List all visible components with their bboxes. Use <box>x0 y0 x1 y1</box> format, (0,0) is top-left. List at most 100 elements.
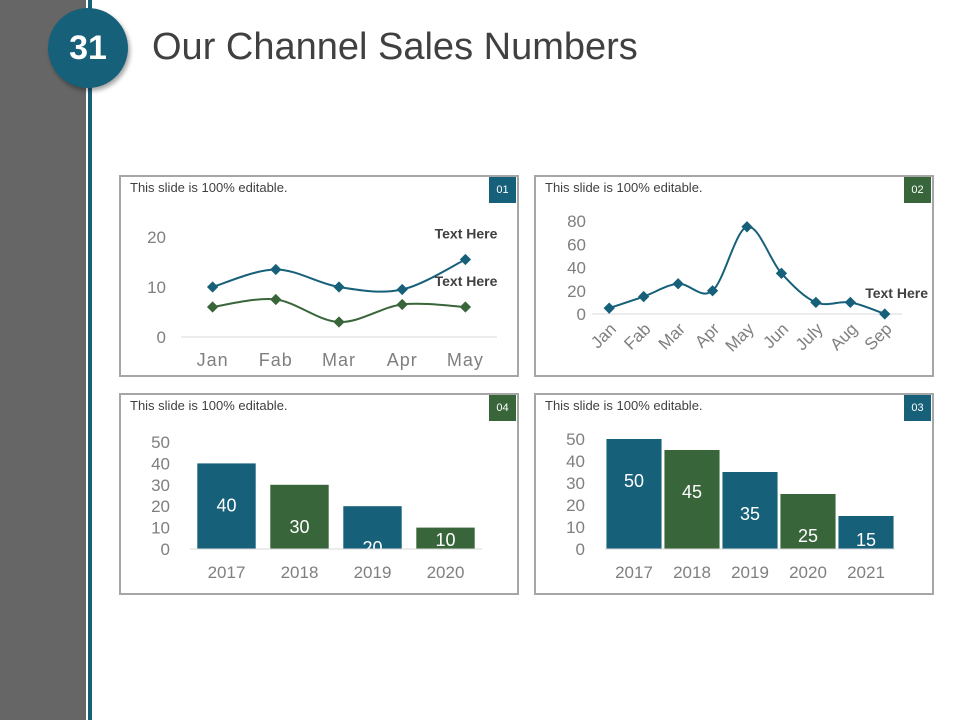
data-point <box>810 296 822 309</box>
bar-value-label: 40 <box>216 495 236 515</box>
panel-tag: 03 <box>904 395 931 421</box>
bar-value-label: 25 <box>798 526 818 546</box>
chart-panel-02: This slide is 100% editable. 02 0 20 40 60 8… <box>534 175 934 377</box>
panel-tag: 02 <box>904 177 931 203</box>
y-tick-label: 0 <box>577 305 586 324</box>
data-point <box>672 278 684 290</box>
bar <box>270 484 329 549</box>
panel-tag: 01 <box>489 177 516 203</box>
y-tick-label: 10 <box>566 518 585 537</box>
x-tick-label: 2020 <box>789 563 827 582</box>
y-tick-label: 40 <box>567 259 586 278</box>
y-tick-label: 0 <box>576 540 585 559</box>
y-tick-label: 20 <box>151 497 170 516</box>
x-tick-label: Jun <box>759 319 792 352</box>
y-tick-label: 80 <box>567 212 586 231</box>
bar <box>606 439 662 549</box>
y-tick-label: 20 <box>566 496 585 515</box>
slide-number-badge: 31 <box>48 8 128 88</box>
x-tick-label: 2019 <box>731 563 769 582</box>
y-tick-label: 40 <box>566 452 585 471</box>
y-tick-label: 50 <box>566 430 585 449</box>
data-point <box>879 308 891 320</box>
x-tick-label: Sep <box>861 319 896 354</box>
data-point <box>844 296 856 309</box>
bar-value-label: 30 <box>289 517 309 537</box>
bar-value-label: 10 <box>435 530 455 550</box>
chart-panel-03: This slide is 100% editable. 03 0 10 20 30 4… <box>534 393 934 595</box>
series-label: Text Here <box>865 285 928 301</box>
x-tick-label: July <box>792 319 827 354</box>
sidebar-accent-line <box>88 0 92 720</box>
x-tick-label: Apr <box>691 319 723 351</box>
y-tick-label: 30 <box>566 474 585 493</box>
data-point <box>396 283 408 296</box>
data-point <box>333 281 345 293</box>
series-label: Text Here <box>435 273 498 289</box>
chart-panel-04: This slide is 100% editable. 04 0 10 20 30 4… <box>119 393 519 595</box>
bar-value-label: 20 <box>362 538 382 558</box>
y-tick-label: 30 <box>151 476 170 495</box>
y-tick-label: 40 <box>151 454 170 473</box>
bar <box>838 516 894 549</box>
y-tick-label: 10 <box>147 278 166 297</box>
bar-chart-04: 0 10 20 30 40 50 40 2017 30 2018 20 2019 10 2020 <box>151 433 482 582</box>
x-tick-label: 2020 <box>427 563 465 582</box>
x-tick-label: Aug <box>826 319 861 354</box>
y-tick-label: 0 <box>157 328 166 347</box>
y-tick-label: 50 <box>151 433 170 452</box>
x-tick-label: Fab <box>620 319 654 353</box>
x-tick-label: 2017 <box>208 563 246 582</box>
data-point <box>333 316 345 328</box>
x-tick-label: 2018 <box>673 563 711 582</box>
y-tick-label: 10 <box>151 519 170 538</box>
bar-value-label: 35 <box>740 504 760 524</box>
x-tick-label: Jan <box>197 350 229 370</box>
bar <box>343 506 402 549</box>
data-point <box>396 298 408 311</box>
data-point <box>270 263 282 276</box>
x-tick-label: Jan <box>587 319 620 352</box>
x-tick-label: Fab <box>259 350 293 370</box>
bar-value-label: 15 <box>856 530 876 550</box>
bar <box>664 450 720 549</box>
chart-panel-01: This slide is 100% editable. 01 0 10 20 Jan… <box>119 175 519 377</box>
bar <box>722 472 778 549</box>
bar-value-label: 45 <box>682 482 702 502</box>
bar <box>416 527 475 549</box>
bar-chart-03: 0 10 20 30 40 50 50 2017 45 2018 35 2019 25 2020 15 202… <box>566 430 895 582</box>
x-tick-label: May <box>447 350 484 370</box>
data-point <box>206 301 219 313</box>
data-point <box>638 290 650 303</box>
x-tick-label: Apr <box>387 350 418 370</box>
y-tick-label: 20 <box>147 228 166 247</box>
x-tick-label: 2019 <box>354 563 392 582</box>
panel-note: This slide is 100% editable. <box>130 398 288 413</box>
panel-tag: 04 <box>489 395 516 421</box>
x-tick-label: 2021 <box>847 563 885 582</box>
data-point <box>459 253 472 266</box>
panel-note: This slide is 100% editable. <box>545 180 703 195</box>
y-tick-label: 20 <box>567 282 586 301</box>
series-line <box>608 225 886 315</box>
panel-note: This slide is 100% editable. <box>545 398 703 413</box>
data-point <box>603 302 615 314</box>
x-tick-label: May <box>722 319 758 355</box>
x-tick-label: 2017 <box>615 563 653 582</box>
x-tick-label: 2018 <box>281 563 319 582</box>
y-tick-label: 0 <box>161 540 170 559</box>
bar <box>197 463 256 549</box>
line-chart-01: 0 10 20 Jan Fab Mar Apr May Text Here Text Here <box>147 226 498 371</box>
data-point <box>270 293 282 306</box>
page-title: Our Channel Sales Numbers <box>152 26 638 68</box>
bar <box>780 494 836 549</box>
sidebar-band <box>0 0 86 720</box>
y-tick-label: 60 <box>567 235 586 254</box>
data-point <box>459 301 472 313</box>
slide-number: 31 <box>69 28 107 67</box>
x-tick-label: Mar <box>322 350 356 370</box>
panel-note: This slide is 100% editable. <box>130 180 288 195</box>
bar-value-label: 50 <box>624 471 644 491</box>
series-label: Text Here <box>435 226 498 242</box>
